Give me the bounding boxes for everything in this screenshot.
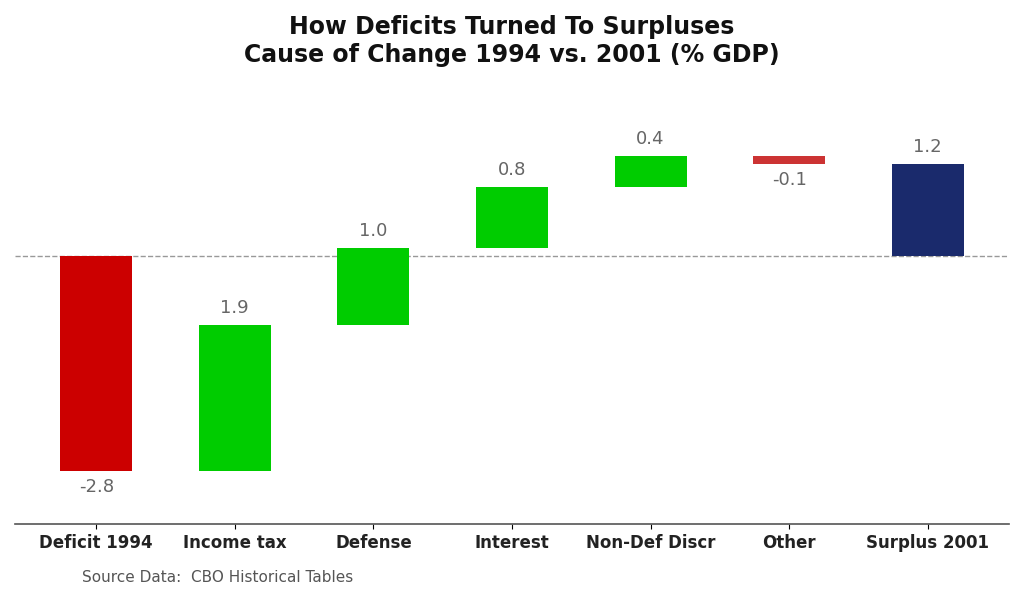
Text: 0.4: 0.4 (636, 130, 665, 148)
Bar (199, 325, 270, 470)
Text: -2.8: -2.8 (79, 478, 114, 496)
Bar (754, 156, 825, 164)
Text: 1.9: 1.9 (220, 299, 249, 317)
Text: Source Data:  CBO Historical Tables: Source Data: CBO Historical Tables (82, 570, 353, 585)
Text: 1.0: 1.0 (359, 222, 388, 241)
Title: How Deficits Turned To Surpluses
Cause of Change 1994 vs. 2001 (% GDP): How Deficits Turned To Surpluses Cause o… (244, 15, 780, 67)
Text: -0.1: -0.1 (772, 171, 807, 189)
Bar (337, 248, 410, 325)
Bar (614, 156, 687, 187)
Text: 1.2: 1.2 (913, 138, 942, 156)
Text: 0.8: 0.8 (498, 161, 526, 179)
Bar (476, 187, 548, 248)
Bar (60, 256, 132, 470)
Bar (892, 164, 964, 256)
